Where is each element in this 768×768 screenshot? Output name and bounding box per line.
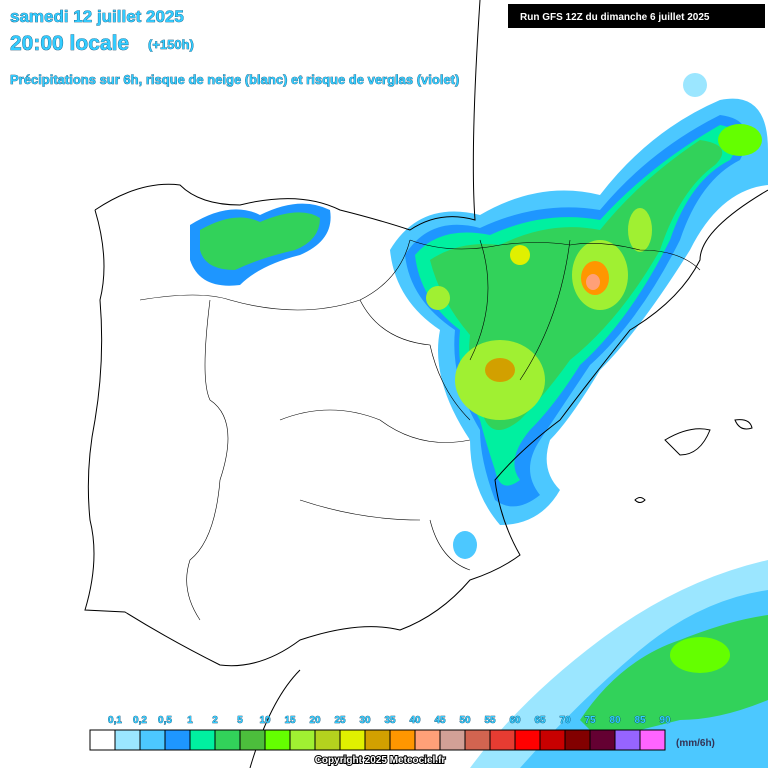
- legend-label: 35: [384, 715, 396, 726]
- legend-label: 40: [409, 715, 421, 726]
- coastlines: [84, 0, 768, 768]
- legend-label: 1: [187, 715, 193, 726]
- legend-unit: (mm/6h): [676, 738, 715, 749]
- legend-label: 85: [634, 715, 646, 726]
- precip-area: [200, 212, 320, 270]
- copyright: Copyright 2025 Meteociel.fr: [315, 755, 446, 766]
- precip-area: [718, 124, 762, 156]
- legend-label: 2: [212, 715, 218, 726]
- subtitle: Précipitations sur 6h, risque de neige (…: [10, 72, 459, 87]
- legend-swatch: [389, 729, 416, 751]
- legend-label: 0,5: [158, 715, 172, 726]
- precip-area: [485, 358, 515, 382]
- legend-swatch: [514, 729, 541, 751]
- legend-swatch: [239, 729, 266, 751]
- legend-swatch: [214, 729, 241, 751]
- legend-label: 15: [284, 715, 296, 726]
- precip-area: [453, 531, 477, 559]
- legend-label: 75: [584, 715, 596, 726]
- legend-swatch: [564, 729, 591, 751]
- legend: 0,1 0,2 0,5 1 2 5 10 15 20 25 30 35 40 45 50 55 60 65 70 75…: [89, 715, 671, 751]
- legend-swatch: [464, 729, 491, 751]
- legend-label: 60: [509, 715, 521, 726]
- lead-time: (+150h): [148, 37, 194, 52]
- legend-label: 20: [309, 715, 321, 726]
- run-label: Run GFS 12Z du dimanche 6 juillet 2025: [520, 12, 710, 23]
- legend-swatch: [539, 729, 566, 751]
- legend-swatch: [189, 729, 216, 751]
- legend-label: 55: [484, 715, 496, 726]
- precip-area: [683, 73, 707, 97]
- precipitation: [190, 73, 768, 768]
- precip-area: [426, 286, 450, 310]
- time-title: 20:00 locale: [10, 32, 129, 55]
- legend-swatch: [364, 729, 391, 751]
- legend-swatch: [489, 729, 516, 751]
- borders: [139, 239, 701, 621]
- legend-label: 30: [359, 715, 371, 726]
- legend-label: 0,2: [133, 715, 147, 726]
- legend-swatch: [439, 729, 466, 751]
- legend-label: 70: [559, 715, 571, 726]
- date-title: samedi 12 juillet 2025: [10, 7, 184, 26]
- legend-swatch: [414, 729, 441, 751]
- legend-swatch: [314, 729, 341, 751]
- legend-label: 45: [434, 715, 446, 726]
- legend-label: 25: [334, 715, 346, 726]
- legend-label: 0,1: [108, 715, 122, 726]
- precip-area: [670, 637, 730, 673]
- legend-swatch: [339, 729, 366, 751]
- legend-swatch: [164, 729, 191, 751]
- legend-label: 5: [237, 715, 243, 726]
- legend-swatch: [589, 729, 616, 751]
- precip-area: [586, 274, 600, 290]
- precip-area: [510, 245, 530, 265]
- legend-label: 10: [259, 715, 271, 726]
- legend-label: 90: [659, 715, 671, 726]
- legend-swatch: [114, 729, 141, 751]
- legend-swatch: [639, 729, 666, 751]
- legend-swatch: [264, 729, 291, 751]
- legend-swatch: [139, 729, 166, 751]
- precip-area: [628, 208, 652, 252]
- legend-label: 80: [609, 715, 621, 726]
- legend-swatch: [89, 729, 116, 751]
- legend-label: 50: [459, 715, 471, 726]
- run-box: [508, 4, 765, 28]
- legend-swatch: [614, 729, 641, 751]
- legend-swatch: [289, 729, 316, 751]
- legend-label: 65: [534, 715, 546, 726]
